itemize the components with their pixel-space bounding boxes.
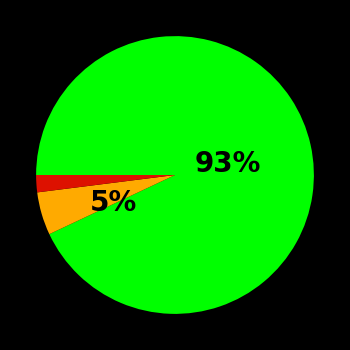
Text: 93%: 93% (195, 150, 261, 178)
Wedge shape (36, 175, 175, 192)
Wedge shape (37, 175, 175, 234)
Text: 5%: 5% (90, 189, 138, 217)
Wedge shape (36, 36, 314, 314)
